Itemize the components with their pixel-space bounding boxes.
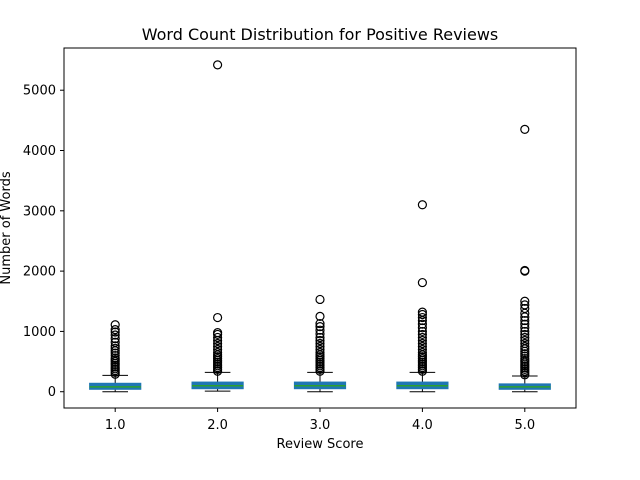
outlier-point (315, 338, 325, 349)
outlier-point (520, 349, 530, 359)
outlier-point (315, 294, 325, 305)
y-tick-label: 2000 (23, 265, 56, 280)
outlier-point (315, 329, 325, 339)
outlier-point (110, 330, 120, 340)
y-tick-label: 5000 (23, 84, 56, 99)
outlier-point (520, 296, 530, 306)
outlier-point (417, 200, 427, 210)
outlier-point (520, 323, 530, 333)
outlier-point (315, 344, 325, 355)
outlier-point (417, 335, 427, 346)
outlier-point (417, 323, 427, 333)
outlier-point (213, 347, 223, 358)
outlier-point (417, 309, 427, 320)
plot-area: 0 1000 2000 3000 4000 5000 1.0 2.0 3.0 4.0 5.0 (23, 47, 577, 433)
outlier-point (315, 347, 325, 358)
outlier-point (110, 348, 120, 358)
outlier-point (417, 341, 427, 352)
outlier-point (213, 312, 223, 323)
outlier-point (417, 332, 427, 343)
outlier-point (110, 343, 120, 353)
y-tick-label: 3000 (23, 204, 56, 219)
outlier-point (520, 319, 530, 329)
outlier-point (520, 332, 530, 343)
outlier-point (213, 341, 223, 352)
x-tick-label: 4.0 (412, 418, 433, 433)
outlier-point (110, 320, 120, 330)
outlier-point (417, 312, 427, 323)
x-tick-label: 3.0 (310, 418, 331, 433)
outlier-point (520, 265, 530, 276)
x-tick-label: 1.0 (105, 418, 126, 433)
chart-title: Word Count Distribution for Positive Rev… (142, 25, 499, 44)
outlier-point (110, 334, 120, 344)
outlier-point (417, 329, 427, 340)
y-tick-label: 0 (48, 385, 56, 400)
outlier-point (520, 124, 530, 135)
outlier-point (315, 332, 325, 343)
outlier-point (110, 353, 120, 363)
outlier-point (213, 328, 223, 338)
outlier-point (315, 311, 325, 321)
outlier-point (417, 307, 427, 317)
outlier-point (417, 319, 427, 329)
y-axis-label: Number of Words (0, 171, 14, 284)
outlier-point (315, 335, 325, 346)
outlier-point (520, 335, 530, 346)
outlier-point (110, 325, 120, 335)
outlier-point (520, 341, 530, 352)
outlier-point (520, 303, 530, 314)
outlier-point (417, 326, 427, 337)
outlier-point (520, 329, 530, 340)
outlier-point (417, 277, 427, 288)
outlier-point (315, 341, 325, 352)
outlier-point (520, 338, 530, 349)
outlier-point (315, 325, 325, 335)
outlier-point (213, 60, 223, 70)
outlier-point (417, 344, 427, 355)
x-tick-label: 2.0 (207, 418, 228, 433)
outlier-point (110, 341, 120, 351)
outlier-point (110, 350, 120, 361)
x-axis-label: Review Score (277, 437, 364, 452)
outlier-point (520, 300, 530, 310)
outlier-point (417, 338, 427, 349)
y-tick-label: 1000 (23, 325, 56, 340)
outlier-point (213, 344, 223, 355)
outlier-point (213, 332, 223, 343)
outlier-point (315, 318, 325, 329)
outlier-point (315, 321, 325, 332)
outlier-point (213, 338, 223, 349)
outlier-point (417, 347, 427, 358)
y-tick-label: 4000 (23, 144, 56, 159)
outlier-point (520, 315, 530, 326)
x-tick-label: 5.0 (514, 418, 535, 433)
outlier-point (520, 353, 530, 364)
outlier-point (520, 351, 530, 361)
outlier-point (110, 327, 120, 337)
outlier-point (520, 326, 530, 337)
outlier-point (110, 337, 120, 347)
